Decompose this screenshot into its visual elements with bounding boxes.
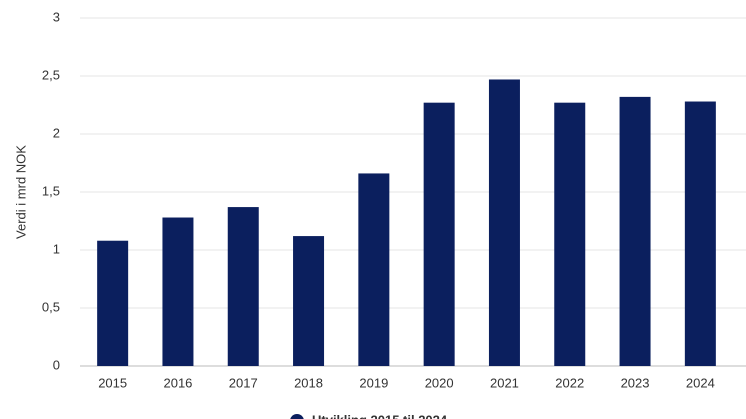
y-axis-label: Verdi i mrd NOK [13, 145, 28, 239]
bar [684, 101, 716, 367]
y-tick-label: 2 [53, 125, 60, 140]
x-tick-label: 2017 [229, 375, 258, 390]
x-tick-label: 2020 [425, 375, 454, 390]
x-tick-label: 2024 [686, 375, 715, 390]
bar [488, 79, 520, 366]
bar [554, 102, 586, 367]
x-tick-label: 2022 [555, 375, 584, 390]
legend-marker [290, 414, 304, 419]
bar [97, 240, 129, 366]
x-tick-label: 2023 [621, 375, 650, 390]
x-tick-label: 2019 [359, 375, 388, 390]
y-tick-label: 2,5 [42, 67, 60, 82]
bar [162, 217, 194, 366]
bar [358, 173, 390, 366]
bar [227, 207, 259, 366]
y-tick-label: 1,5 [42, 183, 60, 198]
x-tick-label: 2016 [163, 375, 192, 390]
x-tick-label: 2018 [294, 375, 323, 390]
y-tick-label: 0,5 [42, 299, 60, 314]
x-tick-label: 2021 [490, 375, 519, 390]
legend-label: Utvikling 2015 til 2024 [312, 412, 448, 419]
y-tick-label: 0 [53, 357, 60, 372]
bar [423, 102, 455, 367]
x-tick-label: 2015 [98, 375, 127, 390]
bar [293, 236, 325, 366]
bar [619, 96, 651, 366]
y-tick-label: 3 [53, 9, 60, 24]
y-tick-label: 1 [53, 241, 60, 256]
